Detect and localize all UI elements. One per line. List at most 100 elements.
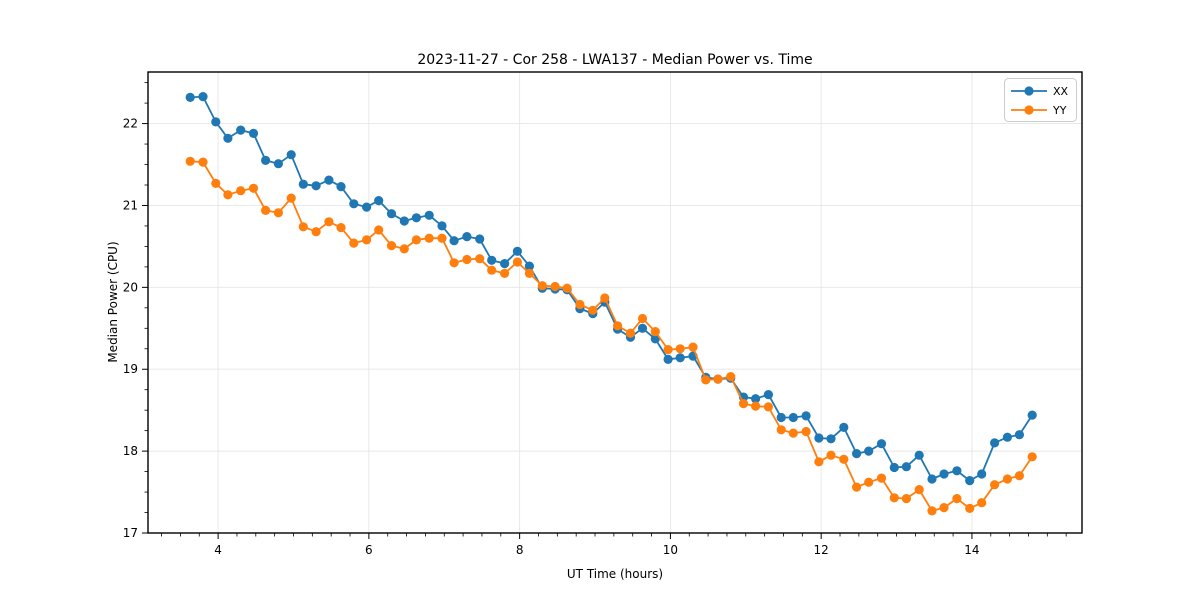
data-point-yy bbox=[311, 227, 321, 237]
data-point-yy bbox=[901, 494, 912, 504]
series-line-xx bbox=[190, 95, 1033, 482]
data-point-xx bbox=[198, 92, 208, 102]
legend-label-yy: YY bbox=[1052, 104, 1067, 117]
data-point-yy bbox=[537, 281, 547, 291]
series-line-yy bbox=[190, 160, 1033, 512]
data-point-yy bbox=[738, 399, 749, 409]
legend-marker-yy bbox=[1024, 105, 1034, 115]
data-point-yy bbox=[763, 402, 774, 412]
axis-ticks bbox=[142, 82, 1067, 539]
data-point-xx bbox=[901, 462, 912, 472]
data-point-yy bbox=[324, 217, 334, 227]
data-point-yy bbox=[336, 223, 346, 233]
data-point-yy bbox=[562, 283, 572, 293]
data-point-xx bbox=[411, 213, 421, 223]
data-point-yy bbox=[386, 241, 397, 251]
data-point-xx bbox=[914, 450, 924, 460]
data-point-yy bbox=[550, 281, 560, 292]
data-point-yy bbox=[675, 344, 685, 354]
data-point-xx bbox=[261, 155, 271, 165]
data-point-xx bbox=[1014, 430, 1024, 440]
data-point-xx bbox=[500, 259, 510, 269]
data-point-yy bbox=[362, 235, 372, 245]
data-point-xx bbox=[324, 175, 334, 185]
data-point-yy bbox=[500, 268, 510, 278]
data-point-yy bbox=[349, 238, 359, 248]
data-point-yy bbox=[613, 321, 623, 331]
data-point-xx bbox=[751, 394, 761, 404]
data-point-yy bbox=[211, 178, 221, 188]
data-point-yy bbox=[713, 374, 723, 384]
data-point-yy bbox=[701, 375, 711, 385]
data-point-yy bbox=[952, 494, 962, 504]
data-point-yy bbox=[663, 345, 673, 355]
data-point-xx bbox=[965, 476, 975, 486]
data-point-yy bbox=[411, 235, 421, 245]
data-point-yy bbox=[650, 327, 660, 337]
data-point-yy bbox=[826, 450, 836, 460]
y-tick-label: 20 bbox=[123, 280, 138, 294]
data-point-yy bbox=[374, 225, 384, 235]
y-tick-label: 19 bbox=[123, 362, 138, 376]
legend-marker-xx bbox=[1024, 86, 1034, 96]
data-point-xx bbox=[487, 255, 497, 265]
data-point-yy bbox=[1027, 452, 1037, 462]
data-point-yy bbox=[273, 208, 283, 218]
data-point-xx bbox=[839, 422, 849, 432]
data-point-yy bbox=[512, 257, 523, 267]
data-point-xx bbox=[650, 334, 660, 344]
data-point-xx bbox=[852, 449, 862, 459]
y-tick-label: 21 bbox=[123, 198, 138, 212]
data-point-xx bbox=[524, 261, 535, 271]
x-tick-label: 14 bbox=[964, 543, 979, 557]
x-axis-label: UT Time (hours) bbox=[567, 567, 663, 581]
data-series bbox=[185, 92, 1037, 516]
data-point-yy bbox=[889, 493, 899, 503]
data-point-xx bbox=[876, 439, 887, 449]
legend-entry-yy: YY bbox=[1011, 104, 1067, 117]
data-point-xx bbox=[386, 209, 397, 219]
x-tick-label: 6 bbox=[365, 543, 373, 557]
data-point-yy bbox=[261, 205, 271, 215]
data-point-yy bbox=[1014, 471, 1024, 481]
data-point-yy bbox=[399, 244, 409, 254]
x-tick-label: 12 bbox=[814, 543, 829, 557]
data-point-xx bbox=[374, 196, 384, 206]
data-point-xx bbox=[788, 412, 798, 423]
data-point-yy bbox=[939, 503, 949, 513]
data-point-xx bbox=[437, 221, 447, 231]
data-point-xx bbox=[663, 354, 673, 364]
grid-lines bbox=[148, 72, 1082, 534]
data-point-yy bbox=[575, 299, 585, 310]
data-point-xx bbox=[424, 210, 434, 220]
data-point-yy bbox=[248, 183, 259, 193]
data-point-xx bbox=[462, 232, 472, 242]
data-point-xx bbox=[399, 216, 409, 226]
data-point-xx bbox=[763, 390, 774, 400]
data-point-xx bbox=[223, 133, 233, 143]
data-point-yy bbox=[637, 313, 648, 324]
data-point-yy bbox=[462, 254, 472, 265]
x-tick-label: 8 bbox=[516, 543, 524, 557]
data-point-xx bbox=[826, 434, 836, 444]
data-point-xx bbox=[273, 159, 283, 169]
data-point-yy bbox=[914, 485, 924, 495]
data-point-yy bbox=[185, 156, 195, 166]
legend: XX YY bbox=[1004, 78, 1077, 122]
data-point-xx bbox=[236, 125, 246, 135]
data-point-yy bbox=[776, 425, 786, 435]
data-point-yy bbox=[236, 186, 246, 196]
data-point-xx bbox=[311, 181, 321, 191]
data-point-yy bbox=[814, 457, 824, 467]
data-point-xx bbox=[889, 462, 899, 473]
data-point-yy bbox=[437, 233, 447, 243]
data-point-xx bbox=[801, 411, 811, 421]
data-point-xx bbox=[185, 92, 195, 102]
chart-title: 2023-11-27 - Cor 258 - LWA137 - Median P… bbox=[417, 52, 812, 68]
axis-tick-labels: 4 6 8 10 12 14 17 18 19 20 21 22 bbox=[123, 117, 980, 557]
data-point-yy bbox=[751, 401, 761, 411]
data-point-xx bbox=[349, 199, 359, 209]
data-point-yy bbox=[487, 265, 497, 275]
data-point-yy bbox=[223, 190, 233, 200]
